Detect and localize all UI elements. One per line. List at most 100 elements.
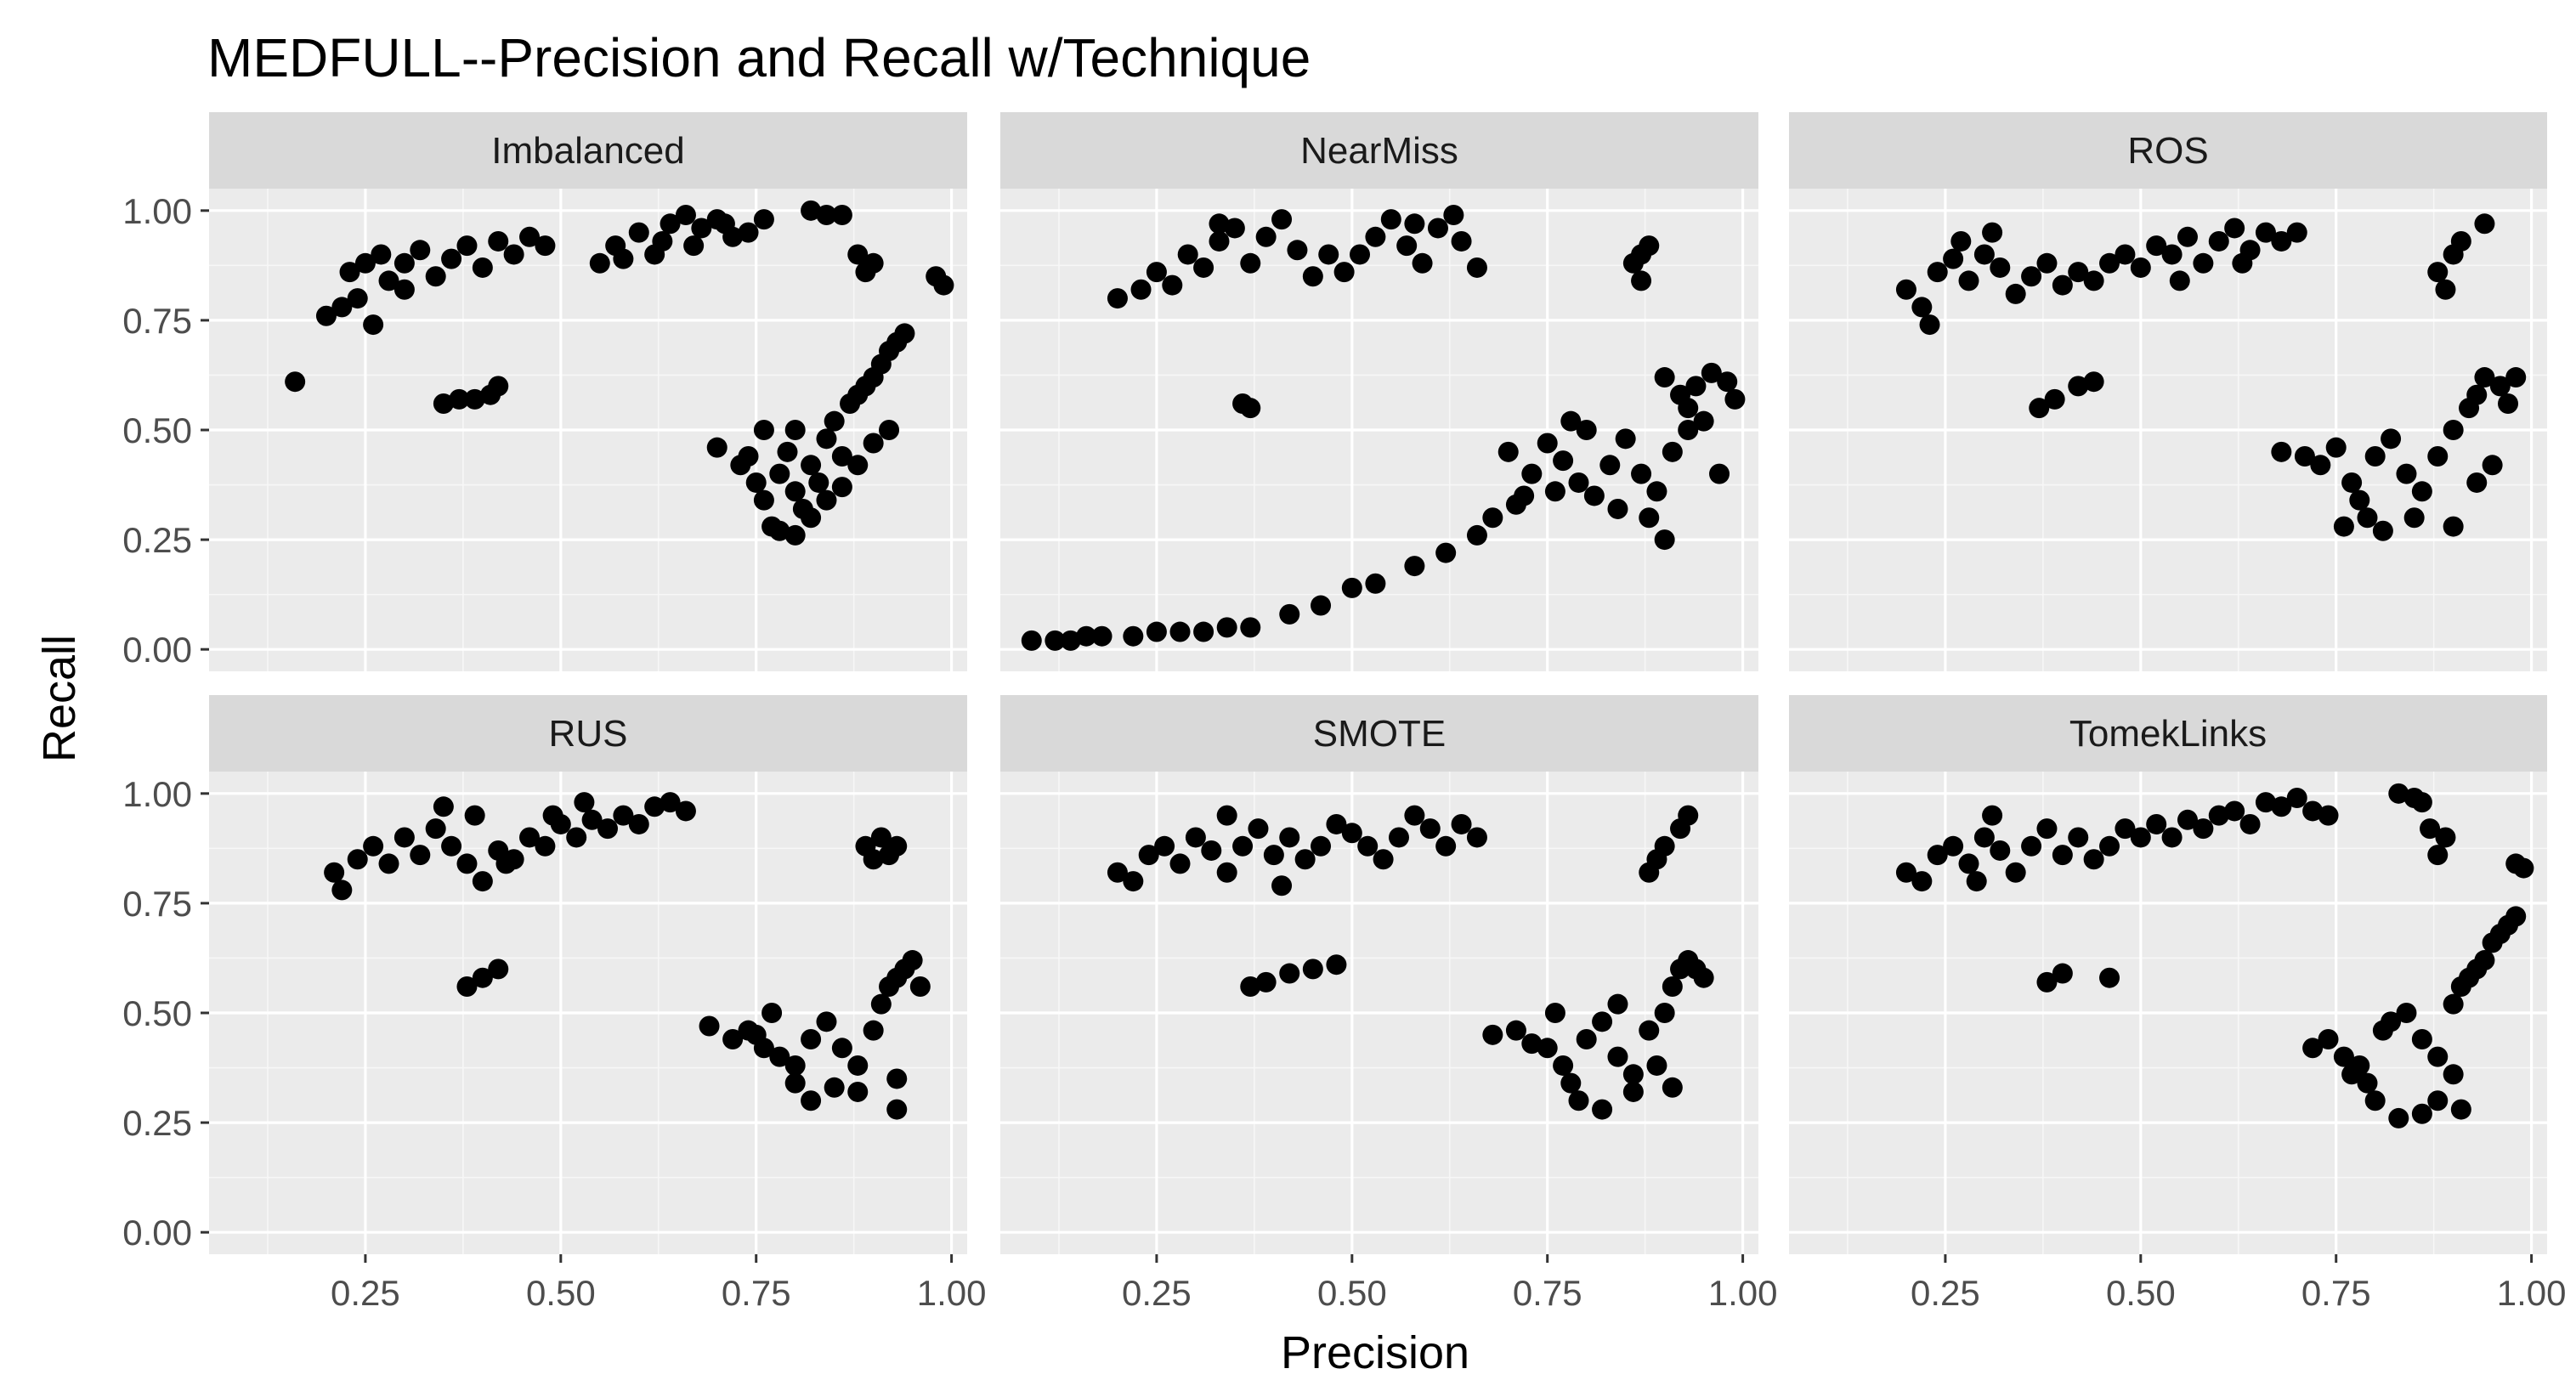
data-point xyxy=(1990,257,2011,278)
data-point xyxy=(542,805,563,826)
data-point xyxy=(1678,805,1699,826)
x-tick-label: 0.50 xyxy=(1317,1273,1387,1313)
facet-panels: Imbalanced 0.00 0.25 0.50 0.75 1.00 NearMiss RO… xyxy=(122,112,2566,1313)
facet-strip-smote xyxy=(1000,695,1758,772)
data-point xyxy=(714,213,735,235)
data-point xyxy=(1982,222,2003,243)
data-point xyxy=(363,835,384,857)
data-point xyxy=(2208,230,2229,252)
data-point xyxy=(472,967,493,988)
data-point xyxy=(1693,410,1714,432)
data-point xyxy=(816,1011,837,1032)
data-point xyxy=(847,1081,869,1102)
data-point xyxy=(863,252,884,274)
data-point xyxy=(2450,230,2471,252)
data-point xyxy=(503,244,524,265)
data-point xyxy=(1169,853,1191,874)
data-point xyxy=(2169,270,2190,291)
data-point xyxy=(1311,595,1332,616)
facet-ros: ROS xyxy=(1789,112,2547,671)
data-point xyxy=(1927,845,1948,866)
data-point xyxy=(1615,428,1636,450)
data-point xyxy=(784,481,806,502)
data-point xyxy=(2271,230,2292,252)
data-point xyxy=(1388,827,1409,848)
data-point xyxy=(683,235,705,257)
data-point xyxy=(784,420,806,440)
data-point xyxy=(2052,274,2073,296)
data-point xyxy=(1973,244,1995,265)
data-point xyxy=(1911,297,1933,318)
data-point xyxy=(2318,805,2339,826)
data-point xyxy=(745,1024,767,1045)
facet-strip-nearmiss xyxy=(1000,112,1758,189)
data-point xyxy=(464,805,485,826)
data-point xyxy=(2208,805,2229,826)
data-point xyxy=(574,792,595,813)
data-point xyxy=(1240,976,1261,998)
data-point xyxy=(1279,603,1300,625)
data-point xyxy=(2161,827,2183,848)
data-point xyxy=(847,455,869,476)
data-point xyxy=(535,235,556,257)
data-point xyxy=(2333,1046,2354,1067)
data-point xyxy=(1654,367,1675,388)
data-point xyxy=(1521,463,1543,484)
data-point xyxy=(1553,450,1574,472)
data-point xyxy=(1443,204,1464,225)
data-point xyxy=(1560,1072,1582,1094)
data-point xyxy=(354,252,376,274)
data-point xyxy=(2325,437,2347,458)
data-point xyxy=(331,297,353,318)
data-point xyxy=(1380,209,1401,230)
data-point xyxy=(2435,827,2456,848)
data-point xyxy=(1607,498,1628,519)
y-tick-label: 0.75 xyxy=(122,301,192,341)
data-point xyxy=(2302,800,2324,822)
data-point xyxy=(456,235,478,257)
data-point xyxy=(1950,230,1972,252)
data-point xyxy=(1576,420,1597,440)
data-point xyxy=(2349,489,2370,511)
x-tick-label: 0.75 xyxy=(2301,1273,2371,1313)
data-point xyxy=(1639,507,1660,529)
data-point xyxy=(894,323,915,344)
data-point xyxy=(2513,857,2534,879)
data-point xyxy=(1514,485,1535,506)
data-point xyxy=(1724,388,1746,410)
data-point xyxy=(769,520,790,541)
data-point xyxy=(784,1072,806,1094)
data-point xyxy=(495,853,517,874)
data-point xyxy=(1146,621,1167,642)
data-point xyxy=(2083,849,2104,870)
data-point xyxy=(2381,1011,2402,1032)
data-point xyxy=(808,472,829,493)
data-point xyxy=(2364,445,2386,467)
data-point xyxy=(2411,1028,2432,1049)
data-point xyxy=(784,1055,806,1076)
x-tick-label: 0.25 xyxy=(331,1273,400,1313)
data-point xyxy=(1654,1003,1675,1023)
data-point xyxy=(1919,314,1940,336)
data-point xyxy=(589,252,610,274)
data-point xyxy=(660,213,681,235)
data-point xyxy=(2146,235,2167,257)
data-point xyxy=(769,463,790,484)
data-point xyxy=(2411,792,2432,813)
chart-title: MEDFULL--Precision and Recall w/Techniqu… xyxy=(207,27,1311,88)
data-point xyxy=(1279,963,1300,984)
data-point xyxy=(1544,1003,1565,1023)
data-point xyxy=(1622,1064,1644,1085)
data-point xyxy=(902,950,923,971)
data-point xyxy=(2403,507,2425,529)
data-point xyxy=(801,455,822,476)
data-point xyxy=(1685,376,1707,397)
data-point xyxy=(449,388,470,410)
data-point xyxy=(2420,818,2441,840)
data-point xyxy=(1021,630,1042,651)
facet-imbalanced: Imbalanced 0.00 0.25 0.50 0.75 1.00 xyxy=(122,112,967,671)
y-tick-label: 0.25 xyxy=(122,1103,192,1143)
data-point xyxy=(581,809,603,830)
data-point xyxy=(393,827,415,848)
data-point xyxy=(597,818,618,840)
